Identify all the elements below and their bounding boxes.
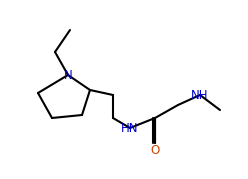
Text: N: N (64, 69, 72, 81)
Text: NH: NH (191, 88, 209, 101)
Text: HN: HN (121, 122, 139, 134)
Text: O: O (150, 144, 160, 156)
